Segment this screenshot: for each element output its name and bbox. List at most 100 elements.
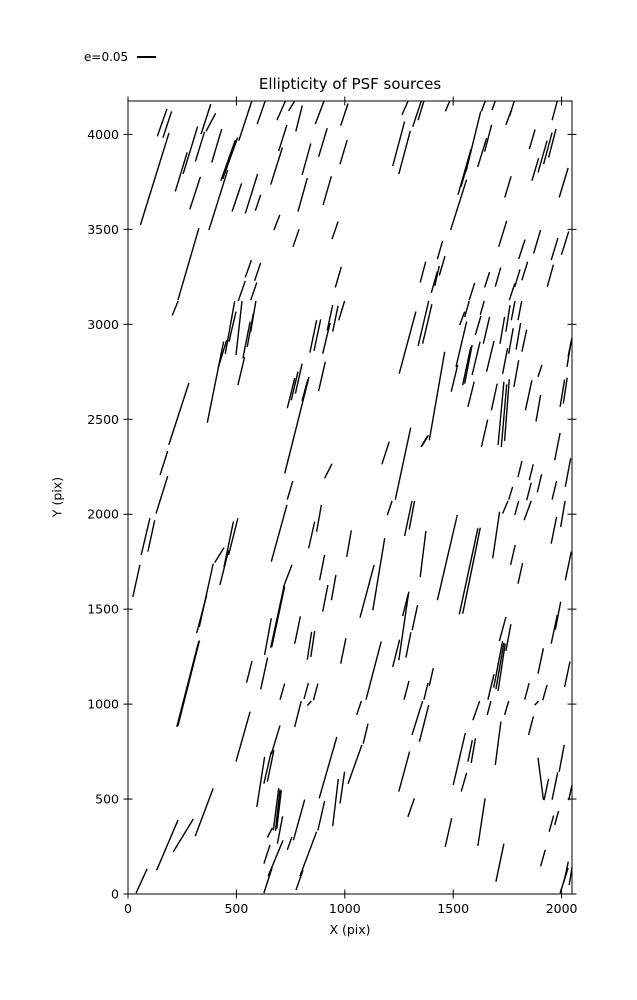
whisker-segment bbox=[477, 137, 488, 168]
whisker-segment bbox=[524, 682, 530, 700]
whisker-segment bbox=[537, 140, 548, 173]
whisker-segment bbox=[535, 394, 542, 422]
whisker-segment bbox=[508, 283, 516, 301]
whisker-segment bbox=[135, 868, 148, 894]
whisker-segment bbox=[313, 319, 322, 352]
whisker-segment bbox=[497, 643, 506, 692]
whisker-segment bbox=[206, 341, 225, 423]
whisker-segment bbox=[464, 300, 470, 318]
whisker-segment bbox=[256, 756, 266, 808]
whisker-segment bbox=[504, 176, 512, 198]
y-tick-label: 1000 bbox=[87, 697, 119, 712]
whisker-segment bbox=[250, 282, 258, 301]
whisker-segment bbox=[326, 304, 334, 331]
whisker-segment bbox=[270, 147, 284, 185]
whisker-segment bbox=[362, 723, 369, 744]
whisker-segment bbox=[284, 376, 310, 474]
y-tick-label: 0 bbox=[111, 887, 119, 902]
whisker-segment bbox=[297, 177, 308, 212]
whisker-segment bbox=[322, 176, 333, 206]
whisker-segment bbox=[177, 228, 200, 301]
whisker-segment bbox=[407, 798, 416, 818]
whisker-segment bbox=[564, 458, 572, 488]
whisker-segment bbox=[518, 239, 526, 260]
whisker-segment bbox=[312, 683, 319, 701]
whisker-segment bbox=[307, 521, 316, 549]
x-tick-label: 500 bbox=[224, 901, 248, 916]
whisker-segment bbox=[436, 514, 458, 601]
x-tick-label: 0 bbox=[124, 901, 132, 916]
whisker-segment bbox=[220, 139, 236, 182]
whisker-segment bbox=[162, 111, 173, 139]
whisker-segment bbox=[223, 521, 235, 568]
whisker-segment bbox=[359, 564, 375, 618]
whisker-segment bbox=[477, 798, 486, 846]
whisker-segment bbox=[140, 518, 151, 556]
whisker-segment bbox=[508, 486, 514, 500]
y-tick-label: 3000 bbox=[87, 317, 119, 332]
whisker-segment bbox=[254, 194, 262, 212]
whisker-segment bbox=[194, 787, 214, 837]
whisker-segment bbox=[401, 100, 409, 116]
whisker-segment bbox=[403, 500, 413, 537]
whisker-segment bbox=[452, 732, 466, 786]
whisker-segment bbox=[430, 271, 439, 293]
whisker-segment bbox=[508, 100, 515, 117]
whisker-segment bbox=[294, 616, 302, 644]
whisker-segment bbox=[256, 100, 266, 125]
whisker-segment bbox=[501, 500, 509, 514]
whisker-segment bbox=[244, 259, 253, 278]
whisker-segment bbox=[505, 304, 511, 332]
whisker-segment bbox=[238, 100, 253, 141]
whisker-segment bbox=[189, 176, 202, 210]
whisker-segment bbox=[560, 231, 570, 256]
whisker-segment bbox=[419, 530, 427, 578]
whisker-segment bbox=[521, 261, 529, 281]
whisker-segment bbox=[411, 700, 424, 736]
whisker-segment bbox=[551, 480, 558, 500]
whisker-segment bbox=[500, 384, 508, 448]
whisker-segment bbox=[286, 378, 296, 409]
whisker-segment bbox=[464, 344, 473, 384]
whisker-segment bbox=[474, 315, 482, 336]
whisker-segment bbox=[398, 751, 411, 792]
whisker-segment bbox=[551, 772, 559, 800]
chart-title: Ellipticity of PSF sources bbox=[258, 75, 442, 93]
whisker-segment bbox=[339, 771, 346, 804]
whisker-segment bbox=[542, 132, 553, 165]
whisker-segment bbox=[276, 790, 282, 830]
whisker-segment bbox=[514, 500, 520, 516]
whisker-segment bbox=[174, 152, 188, 192]
whisker-segment bbox=[460, 772, 468, 792]
whisker-segment bbox=[340, 103, 349, 126]
whisker-segment bbox=[505, 624, 512, 652]
whisker-segment bbox=[306, 700, 312, 707]
whisker-segment bbox=[483, 124, 493, 152]
whisker-segment bbox=[286, 480, 294, 500]
whisker-segment bbox=[381, 441, 390, 465]
whisker-segment bbox=[472, 700, 481, 721]
whisker-segment bbox=[485, 340, 495, 372]
whisker-segment bbox=[392, 639, 401, 668]
whisker-segment bbox=[428, 351, 446, 441]
whisker-segment bbox=[290, 371, 299, 401]
whisker-segment bbox=[554, 601, 562, 630]
whisker-segment bbox=[503, 379, 510, 441]
whisker-segment bbox=[408, 500, 416, 530]
whisker-segment bbox=[510, 300, 516, 321]
whisker-segment bbox=[317, 361, 326, 392]
whisker-segment bbox=[542, 684, 548, 701]
whisker-segment bbox=[563, 661, 571, 688]
whisker-segment bbox=[323, 463, 333, 479]
whisker-segment bbox=[194, 131, 206, 162]
whisker-segment bbox=[168, 382, 190, 446]
whisker-segment bbox=[537, 648, 545, 674]
whisker-segment bbox=[479, 300, 485, 315]
whisker-segment bbox=[438, 255, 446, 276]
whisker-segment bbox=[156, 108, 168, 137]
whisker-segment bbox=[403, 680, 410, 700]
whisker-segment bbox=[480, 100, 486, 112]
whisker-segment bbox=[272, 788, 280, 831]
whisker-segment bbox=[365, 641, 382, 700]
whisker-segment bbox=[527, 716, 535, 736]
